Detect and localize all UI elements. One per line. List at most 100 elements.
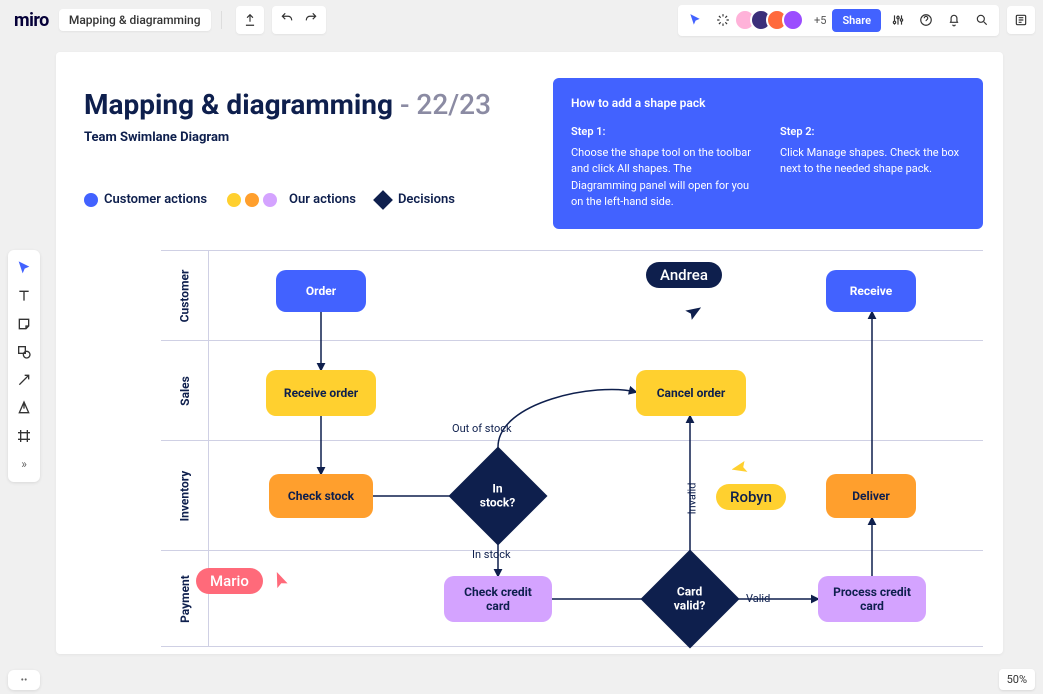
node-receive-order[interactable]: Receive order bbox=[266, 370, 376, 416]
cursor-tag-andrea: Andrea bbox=[646, 262, 722, 288]
text-icon bbox=[16, 288, 32, 304]
lane-label: Customer bbox=[161, 251, 209, 340]
search-icon bbox=[975, 13, 989, 27]
page-title: Mapping & diagramming - 22/23 bbox=[84, 88, 491, 121]
undo-button[interactable] bbox=[280, 11, 294, 29]
edge-label: Out of stock bbox=[452, 422, 512, 435]
redo-icon bbox=[304, 11, 318, 25]
more-tools[interactable]: » bbox=[12, 452, 36, 476]
sticky-icon bbox=[16, 316, 32, 332]
shape-tool[interactable] bbox=[12, 340, 36, 364]
legend-label: Customer actions bbox=[104, 192, 207, 207]
lane-label: Sales bbox=[161, 341, 209, 440]
legend-label: Our actions bbox=[289, 192, 356, 207]
shape-icon bbox=[16, 344, 32, 360]
node-process-cc[interactable]: Process credit card bbox=[818, 576, 926, 622]
info-step2-h: Step 2: bbox=[780, 124, 965, 141]
node-check-cc[interactable]: Check credit card bbox=[444, 576, 552, 622]
info-step2-b: Click Manage shapes. Check the box next … bbox=[780, 146, 959, 176]
node-check-stock[interactable]: Check stock bbox=[269, 474, 373, 518]
activity-button[interactable] bbox=[1007, 6, 1035, 34]
title-main: Mapping & diagramming bbox=[84, 88, 393, 121]
cursor-arrow-icon bbox=[732, 458, 750, 476]
cursor-mode-button[interactable] bbox=[684, 9, 706, 31]
pen-tool[interactable] bbox=[12, 396, 36, 420]
canvas[interactable]: Mapping & diagramming - 22/23 Team Swiml… bbox=[56, 52, 1003, 654]
activity-icon bbox=[1014, 13, 1028, 27]
cursor-tag-mario: Mario bbox=[196, 568, 263, 594]
info-step1-h: Step 1: bbox=[571, 124, 756, 141]
select-tool[interactable] bbox=[12, 256, 36, 280]
edge-label: Invalid bbox=[685, 483, 698, 515]
line-tool[interactable] bbox=[12, 368, 36, 392]
title-sub: - 22/23 bbox=[393, 88, 491, 121]
node-deliver[interactable]: Deliver bbox=[826, 474, 916, 518]
page-subtitle: Team Swimlane Diagram bbox=[84, 130, 229, 145]
lane-label-text: Inventory bbox=[178, 470, 192, 521]
notifications-button[interactable] bbox=[943, 9, 965, 31]
node-order[interactable]: Order bbox=[276, 270, 366, 312]
search-button[interactable] bbox=[971, 9, 993, 31]
text-tool[interactable] bbox=[12, 284, 36, 308]
legend-dot bbox=[263, 193, 277, 207]
help-icon bbox=[919, 13, 933, 27]
legend-label: Decisions bbox=[398, 192, 455, 207]
canvas-inner: Mapping & diagramming - 22/23 Team Swiml… bbox=[56, 52, 1003, 654]
arrow-icon bbox=[16, 372, 32, 388]
legend-decisions: Decisions bbox=[376, 192, 455, 207]
left-toolbar: » bbox=[8, 250, 40, 482]
avatar[interactable] bbox=[782, 9, 804, 31]
edge-label: Valid bbox=[746, 592, 770, 605]
redo-button[interactable] bbox=[304, 11, 318, 29]
edge-label: In stock bbox=[472, 548, 511, 561]
top-right-cluster: +5 Share bbox=[678, 5, 999, 36]
presence-avatars[interactable] bbox=[740, 9, 804, 31]
share-button[interactable]: Share bbox=[832, 9, 881, 32]
legend-our: Our actions bbox=[227, 192, 356, 207]
info-panel: How to add a shape pack Step 1: Choose t… bbox=[553, 78, 983, 229]
help-button[interactable] bbox=[915, 9, 937, 31]
sliders-icon bbox=[891, 13, 905, 27]
legend-diamond-icon bbox=[373, 190, 393, 210]
reactions-button[interactable] bbox=[712, 9, 734, 31]
legend: Customer actions Our actions Decisions bbox=[84, 192, 455, 207]
collapse-toolbar[interactable]: •• bbox=[8, 670, 40, 690]
bell-icon bbox=[947, 13, 961, 27]
cursor-tag-robyn: Robyn bbox=[716, 484, 786, 510]
export-button[interactable] bbox=[236, 6, 264, 34]
info-step1-b: Choose the shape tool on the toolbar and… bbox=[571, 146, 751, 209]
lane-label-text: Payment bbox=[178, 575, 192, 623]
frame-icon bbox=[16, 428, 32, 444]
legend-dot bbox=[227, 193, 241, 207]
avatar-overflow-count[interactable]: +5 bbox=[814, 14, 826, 27]
legend-dot bbox=[245, 193, 259, 207]
node-cancel-order[interactable]: Cancel order bbox=[636, 370, 746, 416]
undo-icon bbox=[280, 11, 294, 25]
cursor-arrow-icon bbox=[684, 304, 702, 322]
info-heading: How to add a shape pack bbox=[571, 94, 965, 112]
lane-label-text: Sales bbox=[177, 376, 191, 406]
node-receive[interactable]: Receive bbox=[826, 270, 916, 312]
sticky-tool[interactable] bbox=[12, 312, 36, 336]
lane-label: Inventory bbox=[161, 441, 209, 550]
pointer-icon bbox=[16, 260, 32, 276]
legend-customer: Customer actions bbox=[84, 192, 207, 207]
legend-dot bbox=[84, 193, 98, 207]
info-step1: Step 1: Choose the shape tool on the too… bbox=[571, 124, 756, 211]
divider bbox=[221, 11, 222, 29]
top-bar: miro Mapping & diagramming +5 Share bbox=[0, 0, 1043, 40]
frame-tool[interactable] bbox=[12, 424, 36, 448]
cursor-arrow-icon bbox=[272, 572, 290, 590]
lane-label: Payment bbox=[161, 551, 209, 646]
app-logo[interactable]: miro bbox=[14, 10, 49, 31]
undo-redo-group bbox=[272, 6, 326, 34]
export-icon bbox=[243, 13, 257, 27]
lane-label-text: Customer bbox=[178, 269, 192, 322]
pen-icon bbox=[16, 400, 32, 416]
settings-button[interactable] bbox=[887, 9, 909, 31]
board-name[interactable]: Mapping & diagramming bbox=[59, 9, 211, 31]
info-step2: Step 2: Click Manage shapes. Check the b… bbox=[780, 124, 965, 211]
sparkle-icon bbox=[716, 13, 730, 27]
cursor-icon bbox=[688, 13, 702, 27]
zoom-level[interactable]: 50% bbox=[999, 669, 1035, 690]
